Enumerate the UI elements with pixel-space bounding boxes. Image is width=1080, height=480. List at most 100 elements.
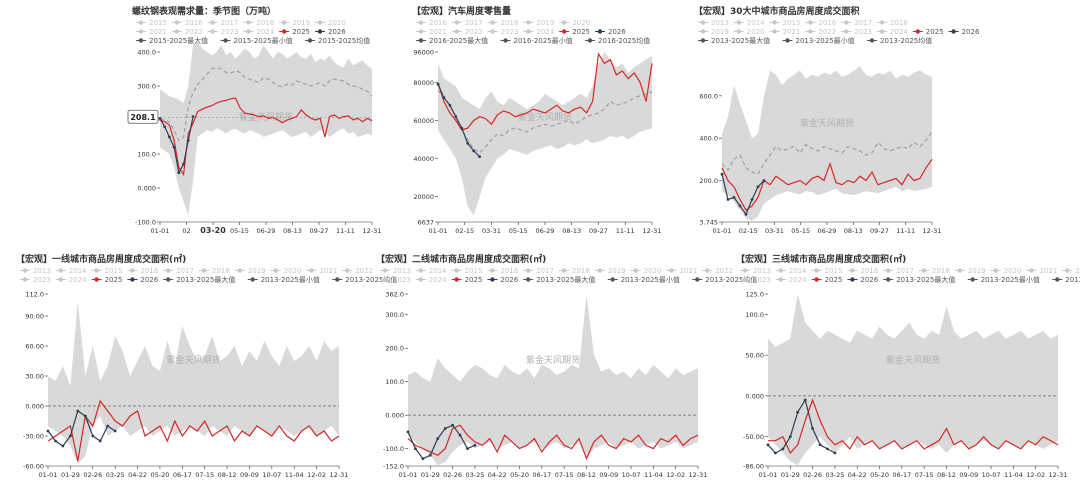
legend-item[interactable]: 2013 [380, 267, 411, 275]
legend-item[interactable]: 2026 [948, 28, 980, 36]
legend-item[interactable]: 2023 [841, 28, 872, 36]
legend-item[interactable]: 2022 [342, 267, 373, 275]
legend-item[interactable]: 2023 [207, 28, 239, 36]
legend-item[interactable]: 2026 [595, 28, 626, 36]
legend-item[interactable]: 2021 [1026, 267, 1057, 275]
legend-item[interactable]: 2016 [805, 19, 837, 27]
legend-item[interactable]: 2022 [451, 28, 483, 36]
legend-item[interactable]: 2016-2025最小值 [500, 36, 573, 45]
legend-dot-icon [317, 29, 323, 34]
legend-item[interactable]: 2024 [243, 28, 275, 36]
legend-item[interactable]: 2018 [919, 267, 950, 275]
legend-item[interactable]: 2014 [775, 267, 807, 275]
legend-item[interactable]: 2013-2025最大值 [883, 275, 955, 284]
legend-item[interactable]: 2025 [279, 28, 310, 36]
legend-item[interactable]: 2018 [487, 19, 519, 27]
legend-item[interactable]: 2016 [416, 19, 447, 27]
legend-item[interactable]: 2014 [415, 267, 447, 275]
legend-item[interactable]: 2018 [243, 19, 274, 27]
legend-item[interactable]: 2024 [877, 28, 908, 36]
legend-item[interactable]: 2016-2025最大值 [416, 36, 488, 45]
legend-item[interactable]: 2013-2025均值 [867, 36, 932, 45]
legend-item[interactable]: 2026 [847, 276, 879, 284]
legend-item[interactable]: 2020 [990, 267, 1022, 275]
legend-item[interactable]: 2013-2025均值 [1052, 275, 1080, 284]
legend-item[interactable]: 2025 [451, 276, 483, 284]
legend-item[interactable]: 2017 [451, 19, 483, 27]
legend-item[interactable]: 2025 [559, 28, 590, 36]
legend-item[interactable]: 2014 [55, 267, 87, 275]
legend-item[interactable]: 2014 [733, 19, 765, 27]
legend-item[interactable]: 2026 [315, 28, 346, 36]
legend-item[interactable]: 2015-2025最小值 [220, 36, 293, 45]
legend-item[interactable]: 2013-2025最小值 [607, 275, 680, 284]
legend-item[interactable]: 2023 [487, 28, 519, 36]
legend-item[interactable]: 2016 [487, 267, 519, 275]
legend-item[interactable]: 2024 [523, 28, 555, 36]
legend-item[interactable]: 2026 [487, 276, 519, 284]
legend-item[interactable]: 2021 [769, 28, 801, 36]
legend-item[interactable]: 2022 [1062, 267, 1080, 275]
legend-item[interactable]: 2015 [811, 267, 843, 275]
x-tick-label: 12-02 [1026, 471, 1045, 479]
legend-item[interactable]: 2023 [380, 276, 411, 284]
legend-item[interactable]: 2021 [136, 28, 167, 36]
legend-item[interactable]: 2016 [171, 19, 203, 27]
legend-item[interactable]: 2015 [769, 19, 801, 27]
legend-item[interactable]: 2020 [315, 19, 346, 27]
legend-item[interactable]: 2018 [199, 267, 230, 275]
legend-item[interactable]: 2025 [91, 276, 123, 284]
legend-item[interactable]: 2013 [20, 267, 51, 275]
legend-item[interactable]: 2024 [415, 276, 447, 284]
legend-item[interactable]: 2022 [702, 267, 733, 275]
legend-item[interactable]: 2017 [841, 19, 872, 27]
legend-item[interactable]: 2023 [20, 276, 51, 284]
legend-item[interactable]: 2019 [954, 267, 986, 275]
legend-item[interactable]: 2025 [912, 28, 944, 36]
legend-item[interactable]: 2018 [559, 267, 590, 275]
legend-item[interactable]: 2023 [740, 276, 771, 284]
legend-item[interactable]: 2026 [127, 276, 159, 284]
legend-item[interactable]: 2017 [523, 267, 554, 275]
legend-item[interactable]: 2019 [279, 19, 310, 27]
legend-item[interactable]: 2013-2025最大值 [698, 36, 770, 45]
legend-item[interactable]: 2013-2025均值 [332, 275, 397, 284]
legend-item[interactable]: 2021 [666, 267, 697, 275]
legend-item[interactable]: 2024 [55, 276, 87, 284]
legend-item[interactable]: 2022 [805, 28, 836, 36]
legend-item[interactable]: 2020 [559, 19, 590, 27]
series-2026-point [168, 135, 171, 139]
legend-item[interactable]: 2013-2025最小值 [247, 275, 320, 284]
legend-item[interactable]: 2025 [811, 276, 843, 284]
legend-item[interactable]: 2015-2025最大值 [136, 36, 208, 45]
legend-item[interactable]: 2020 [270, 267, 302, 275]
legend-item[interactable]: 2015 [136, 19, 167, 27]
legend-item[interactable]: 2015-2025均值 [305, 36, 370, 45]
legend-item[interactable]: 2013-2025均值 [692, 275, 757, 284]
legend-item[interactable]: 2015 [451, 267, 483, 275]
legend-item[interactable]: 2022 [171, 28, 203, 36]
legend-item[interactable]: 2013-2025最小值 [782, 36, 855, 45]
legend-item[interactable]: 2024 [775, 276, 807, 284]
legend-item[interactable]: 2015 [91, 267, 123, 275]
legend-item[interactable]: 2013 [740, 267, 771, 275]
legend-item[interactable]: 2019 [698, 28, 729, 36]
legend-item[interactable]: 2019 [234, 267, 266, 275]
legend-item[interactable]: 2016 [847, 267, 879, 275]
legend-item[interactable]: 2013 [698, 19, 729, 27]
legend-item[interactable]: 2016 [127, 267, 159, 275]
legend-item[interactable]: 2021 [306, 267, 337, 275]
legend-item[interactable]: 2016-2025均值 [585, 36, 650, 45]
legend-item[interactable]: 2019 [594, 267, 626, 275]
legend-item[interactable]: 2013-2025最大值 [163, 275, 235, 284]
legend-item[interactable]: 2017 [163, 267, 194, 275]
legend-item[interactable]: 2013-2025最大值 [523, 275, 595, 284]
legend-item[interactable]: 2021 [416, 28, 447, 36]
legend-item[interactable]: 2018 [877, 19, 908, 27]
legend-item[interactable]: 2019 [523, 19, 554, 27]
legend-item[interactable]: 2017 [207, 19, 239, 27]
legend-item[interactable]: 2020 [733, 28, 765, 36]
legend-item[interactable]: 2013-2025最小值 [967, 275, 1040, 284]
legend-item[interactable]: 2017 [883, 267, 914, 275]
legend-item[interactable]: 2020 [630, 267, 662, 275]
